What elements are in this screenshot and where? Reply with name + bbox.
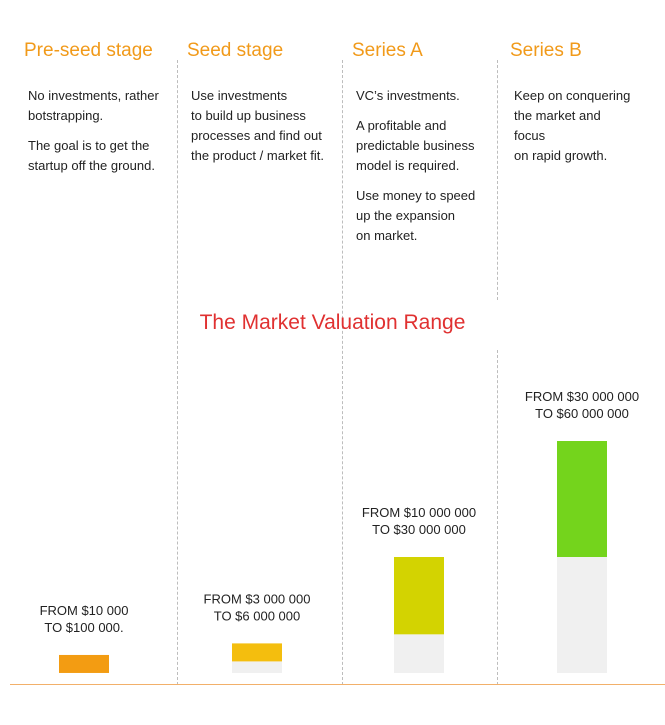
valuation-range-label: TO $60 000 000 (535, 406, 629, 421)
stage-description-text: No investments, rather botstrapping. (28, 88, 159, 123)
stage-description-seed: Use investments to build up business pro… (191, 86, 341, 176)
valuation-range-label: TO $30 000 000 (372, 522, 466, 537)
stage-description-text: VC’s investments. (356, 88, 460, 103)
stage-description-series-b: Keep on conquering the market and focus … (514, 86, 654, 176)
stage-description-pre-seed: No investments, rather botstrapping. The… (28, 86, 176, 186)
valuation-range-label: FROM $10 000 000 (362, 505, 476, 520)
stage-description-text: Keep on conquering the market and focus … (514, 88, 631, 163)
valuation-range-bar (59, 654, 109, 673)
column-divider (497, 350, 498, 685)
valuation-base-bar (232, 661, 282, 673)
valuation-range-bar (557, 441, 607, 557)
stage-description-text: A profitable and predictable business mo… (356, 118, 475, 173)
valuation-base-bar (394, 634, 444, 673)
valuation-range-label: FROM $3 000 000 (204, 591, 311, 606)
stage-title-series-a: Series A (352, 40, 423, 61)
stage-description-text: Use investments to build up business pro… (191, 88, 324, 163)
stage-description-series-a: VC’s investments. A profitable and predi… (356, 86, 496, 256)
valuation-range-label: FROM $30 000 000 (525, 389, 639, 404)
stage-title-pre-seed: Pre-seed stage (24, 40, 153, 61)
valuation-range-bar (394, 557, 444, 635)
valuation-range-label: TO $6 000 000 (214, 608, 301, 623)
column-divider (497, 60, 498, 300)
stage-title-series-b: Series B (510, 40, 582, 61)
stage-description-text: The goal is to get the startup off the g… (28, 138, 155, 173)
column-divider (342, 60, 343, 685)
stage-title-seed: Seed stage (187, 40, 284, 61)
chart-baseline (10, 684, 665, 685)
stage-description-text: Use money to speed up the expansion on m… (356, 188, 476, 243)
column-divider (177, 60, 178, 685)
valuation-base-bar (557, 557, 607, 673)
valuation-range-label: FROM $10 000 (40, 603, 129, 618)
chart-title: The Market Valuation Range (199, 311, 466, 334)
valuation-range-bar (232, 643, 282, 662)
valuation-range-label: TO $100 000. (44, 620, 123, 635)
